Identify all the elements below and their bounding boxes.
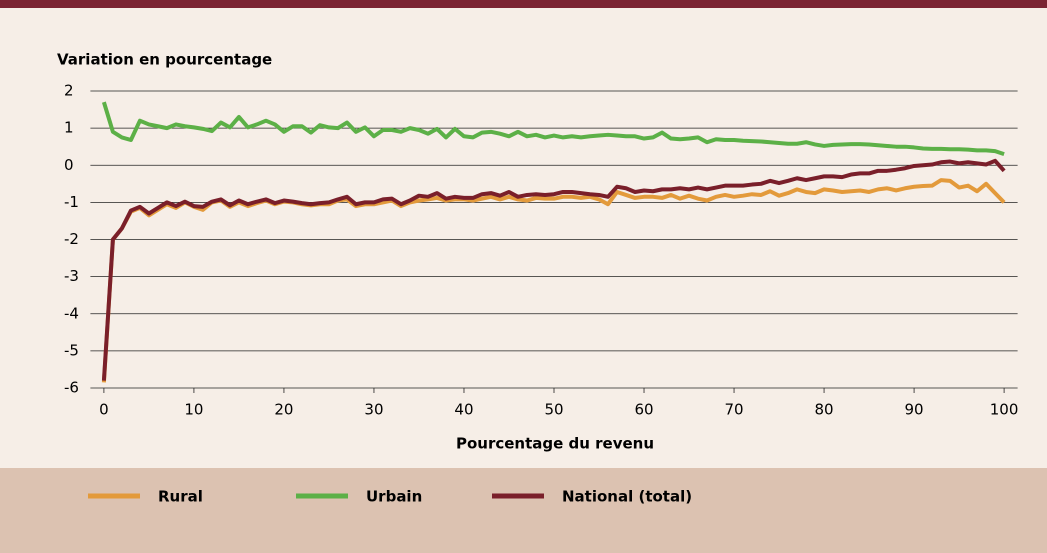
line <box>101 101 1005 157</box>
top-bar <box>0 0 1047 8</box>
y-tick-label: -1 <box>64 193 79 211</box>
y-tick-label: -2 <box>64 230 79 248</box>
x-tick-label: 30 <box>364 401 383 419</box>
x-tick-label: 10 <box>184 401 203 419</box>
legend-label: Rural <box>158 488 203 506</box>
legend-label: National (total) <box>562 488 692 506</box>
x-tick-label: 80 <box>815 401 834 419</box>
y-tick-label: 0 <box>64 156 74 174</box>
y-tick-label: -3 <box>64 267 79 285</box>
legend-label: Urbain <box>366 488 422 506</box>
x-tick-label: 50 <box>544 401 563 419</box>
legend-band <box>0 468 1047 553</box>
x-tick-label: 0 <box>99 401 109 419</box>
y-axis-label: Variation en pourcentage <box>57 51 272 69</box>
y-tick-label: -4 <box>64 304 79 322</box>
x-axis-label: Pourcentage du revenu <box>456 435 654 453</box>
y-tick-label: -5 <box>64 341 79 359</box>
y-tick-label: -6 <box>64 379 79 397</box>
x-tick-label: 20 <box>274 401 293 419</box>
x-tick-label: 70 <box>724 401 743 419</box>
x-tick-label: 90 <box>905 401 924 419</box>
x-tick-label: 100 <box>990 401 1019 419</box>
x-tick-label: 60 <box>634 401 653 419</box>
y-tick-label: 1 <box>64 119 74 137</box>
line <box>101 158 1006 381</box>
y-tick-label: 2 <box>64 82 74 100</box>
x-tick-label: 40 <box>454 401 473 419</box>
